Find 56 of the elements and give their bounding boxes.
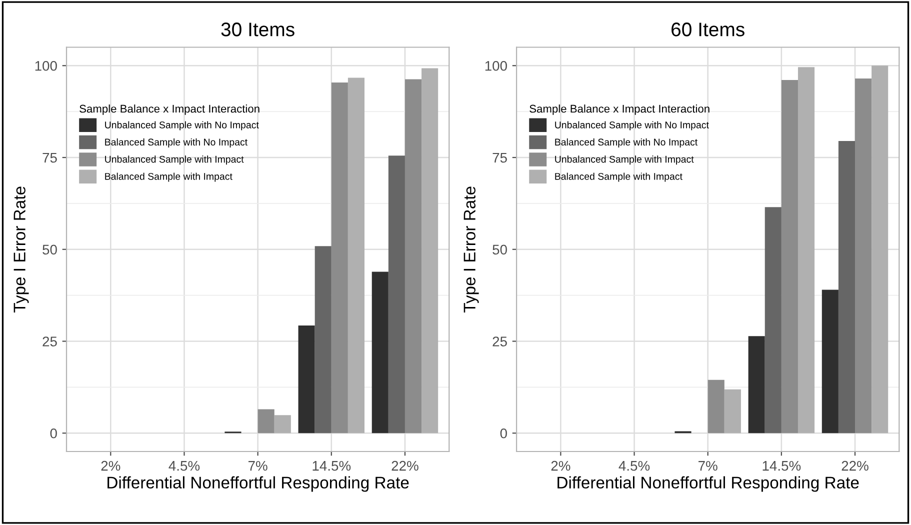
x-tick-label: 14.5%: [312, 460, 351, 471]
legend-label: Balanced Sample with No Impact: [555, 138, 698, 148]
bar: [838, 140, 856, 434]
x-tick-label: 2%: [551, 460, 570, 471]
x-tick-label: 22%: [392, 460, 418, 471]
bar: [855, 78, 872, 434]
bar: [372, 272, 388, 434]
x-tick-label: 2%: [101, 460, 120, 471]
bar: [764, 207, 782, 434]
y-tick-label: 25: [42, 336, 57, 346]
x-axis-title: Differential Noneffortful Responding Rate: [108, 476, 409, 492]
x-axis-title: Differential Noneffortful Responding Rate: [558, 476, 859, 492]
y-tick-label: 75: [42, 152, 57, 163]
chart-title: 60 Items: [672, 22, 744, 36]
y-tick-label: 50: [42, 244, 57, 255]
legend-label: Balanced Sample with No Impact: [105, 138, 248, 148]
bar: [274, 415, 291, 434]
bar: [724, 389, 741, 434]
x-tick-label: 22%: [842, 460, 868, 471]
y-tick-label: 0: [500, 428, 507, 438]
bar: [422, 68, 438, 434]
y-tick-label: 25: [492, 336, 507, 346]
x-tick-label: 7%: [248, 460, 268, 471]
y-axis-title: Type I Error Rate: [464, 186, 479, 312]
x-tick-label: 4.5%: [618, 460, 650, 471]
legend-label: Unbalanced Sample with Impact: [105, 156, 244, 165]
legend-label: Unbalanced Sample with No Impact: [105, 121, 259, 130]
bar: [331, 82, 348, 434]
legend-title: Sample Balance x Impact Interaction: [530, 104, 710, 115]
x-tick-label: 4.5%: [168, 460, 200, 471]
bar: [298, 325, 315, 434]
bar: [404, 79, 422, 434]
legend-label: Unbalanced Sample with Impact: [555, 156, 694, 165]
legend-label: Unbalanced Sample with No Impact: [555, 121, 709, 130]
bar: [348, 78, 365, 434]
y-tick-label: 100: [485, 60, 507, 71]
y-tick-label: 75: [492, 152, 507, 163]
bar: [258, 409, 274, 434]
bar: [822, 290, 838, 434]
legend-title: Sample Balance x Impact Interaction: [80, 104, 260, 115]
bar: [388, 156, 405, 434]
bar: [314, 246, 332, 434]
x-tick-label: 14.5%: [762, 460, 801, 471]
chart-title: 30 Items: [221, 22, 294, 36]
bar: [872, 66, 888, 434]
x-tick-label: 7%: [698, 460, 718, 471]
y-tick-label: 0: [50, 428, 57, 438]
bar: [748, 336, 765, 434]
y-tick-label: 50: [492, 244, 507, 255]
bar: [708, 380, 724, 434]
legend-label: Balanced Sample with Impact: [555, 172, 682, 182]
bar: [798, 67, 815, 434]
y-axis-title: Type I Error Rate: [14, 186, 29, 312]
legend-label: Balanced Sample with Impact: [105, 172, 232, 182]
bar: [781, 80, 798, 434]
y-tick-label: 100: [35, 60, 57, 71]
